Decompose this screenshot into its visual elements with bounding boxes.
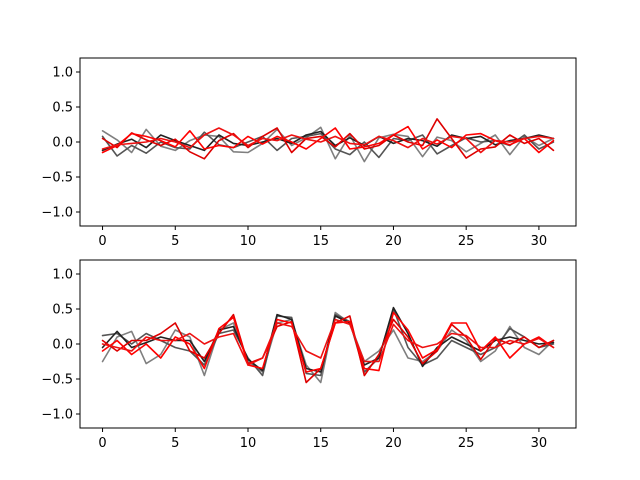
x-tick-label: 30 (531, 436, 548, 451)
y-tick-label: 0.0 (52, 338, 73, 353)
x-tick-label: 10 (240, 234, 257, 249)
y-tick-label: −0.5 (41, 171, 73, 186)
series-line-5 (101, 125, 555, 154)
y-tick-label: −1.0 (41, 206, 73, 221)
x-tick-label: 25 (458, 436, 475, 451)
x-tick-label: 5 (171, 436, 179, 451)
y-tick-label: 0.5 (52, 303, 73, 318)
panel-1: 0 5 10 15 20 25 30 −1.0 −0.5 0.0 0.5 1.0 (41, 57, 577, 249)
x-tick-label: 25 (458, 234, 475, 249)
x-tick-label: 20 (385, 234, 402, 249)
x-tick-label: 15 (312, 436, 329, 451)
x-tick-label: 5 (171, 234, 179, 249)
panel-2: 0 5 10 15 20 25 30 −1.0 −0.5 0.0 0.5 1.0 (41, 259, 577, 451)
chart-panels: 0 5 10 15 20 25 30 −1.0 −0.5 0.0 0.5 1.0 0 5 10 15 20 25 3… (41, 57, 577, 451)
series-line-1 (101, 126, 555, 163)
x-tick-label: 0 (98, 234, 106, 249)
series-group (101, 306, 555, 384)
y-tick-label: −1.0 (41, 408, 73, 423)
series-group (101, 118, 555, 163)
y-tick-label: 0.0 (52, 136, 73, 151)
series-line-6 (101, 318, 555, 366)
x-tick-label: 10 (240, 436, 257, 451)
y-tick-label: −0.5 (41, 373, 73, 388)
x-tick-label: 0 (98, 436, 106, 451)
y-tick-label: 0.5 (52, 101, 73, 116)
x-tick-label: 30 (531, 234, 548, 249)
y-tick-label: 1.0 (52, 268, 73, 283)
y-tick-label: 1.0 (52, 66, 73, 81)
series-line-6 (101, 127, 555, 154)
x-tick-label: 20 (385, 436, 402, 451)
x-tick-label: 15 (312, 234, 329, 249)
